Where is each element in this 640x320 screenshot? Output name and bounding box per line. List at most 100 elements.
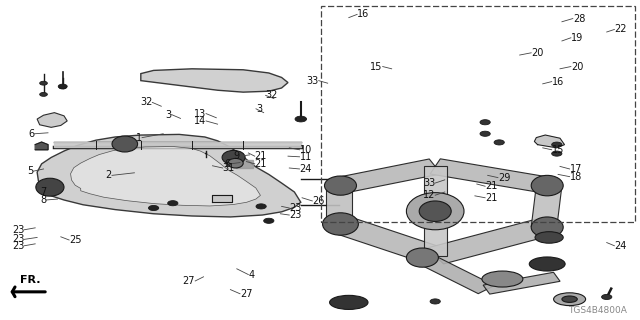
Polygon shape [414, 253, 495, 294]
Text: FR.: FR. [20, 276, 41, 285]
Ellipse shape [36, 178, 64, 196]
Text: 3: 3 [165, 109, 172, 120]
Text: 24: 24 [614, 241, 627, 251]
Text: 16: 16 [357, 9, 369, 20]
Text: 7: 7 [40, 187, 46, 197]
Polygon shape [430, 159, 554, 193]
Text: 1: 1 [136, 132, 142, 143]
Circle shape [430, 299, 440, 304]
Ellipse shape [222, 150, 245, 164]
Circle shape [40, 81, 47, 85]
Text: 12: 12 [423, 190, 435, 200]
Polygon shape [326, 186, 352, 224]
Ellipse shape [324, 176, 356, 195]
Text: 27: 27 [240, 289, 253, 299]
Text: 26: 26 [312, 196, 324, 206]
Text: 10: 10 [300, 145, 312, 155]
Circle shape [264, 218, 274, 223]
Polygon shape [427, 219, 552, 264]
Polygon shape [329, 217, 445, 263]
Circle shape [480, 131, 490, 136]
Circle shape [552, 151, 562, 156]
Ellipse shape [531, 175, 563, 196]
Circle shape [602, 294, 612, 300]
Text: 8: 8 [40, 195, 46, 205]
Text: 5: 5 [27, 166, 33, 176]
Text: 33: 33 [307, 76, 319, 86]
Polygon shape [424, 166, 447, 256]
Circle shape [59, 85, 67, 89]
Polygon shape [37, 134, 301, 217]
Circle shape [40, 92, 47, 96]
Text: 9: 9 [234, 151, 240, 161]
Ellipse shape [531, 217, 563, 237]
Text: 15: 15 [552, 145, 564, 155]
Text: 21: 21 [485, 181, 497, 191]
Ellipse shape [529, 257, 565, 271]
Text: 23: 23 [289, 203, 301, 213]
Text: 25: 25 [69, 235, 82, 245]
Polygon shape [35, 142, 48, 150]
Polygon shape [212, 195, 232, 202]
Text: 31: 31 [223, 163, 235, 173]
Text: 18: 18 [570, 172, 582, 182]
Text: 2: 2 [106, 170, 112, 180]
Text: 21: 21 [255, 159, 267, 169]
Text: 4: 4 [248, 269, 255, 280]
Text: 20: 20 [571, 61, 583, 72]
Text: 17: 17 [570, 164, 582, 174]
Text: 23: 23 [289, 210, 301, 220]
Text: 16: 16 [552, 76, 564, 87]
Ellipse shape [482, 271, 523, 287]
Ellipse shape [419, 201, 451, 221]
Text: 11: 11 [300, 152, 312, 162]
Ellipse shape [330, 295, 368, 309]
Polygon shape [333, 159, 441, 193]
Text: 28: 28 [573, 13, 585, 24]
Text: 22: 22 [614, 24, 627, 35]
Ellipse shape [112, 136, 138, 152]
Ellipse shape [228, 158, 243, 168]
Circle shape [480, 120, 490, 125]
Polygon shape [534, 135, 564, 148]
Circle shape [295, 116, 307, 122]
Circle shape [148, 205, 159, 211]
Polygon shape [70, 147, 260, 206]
Ellipse shape [406, 193, 464, 230]
Polygon shape [483, 272, 560, 294]
Polygon shape [37, 113, 67, 127]
Ellipse shape [406, 248, 438, 267]
Polygon shape [236, 160, 253, 168]
Text: 32: 32 [140, 97, 152, 108]
Text: 21: 21 [255, 151, 267, 161]
Text: 13: 13 [194, 108, 206, 119]
Circle shape [168, 201, 178, 206]
Text: 29: 29 [498, 172, 510, 183]
Text: 14: 14 [194, 116, 206, 126]
Circle shape [552, 142, 562, 147]
Text: 24: 24 [300, 164, 312, 174]
Text: 6: 6 [28, 129, 35, 139]
Ellipse shape [323, 213, 358, 235]
Text: 23: 23 [12, 225, 24, 235]
Circle shape [494, 140, 504, 145]
Text: 6: 6 [224, 159, 230, 169]
Text: 21: 21 [485, 193, 497, 203]
Text: 32: 32 [266, 90, 278, 100]
Text: 23: 23 [12, 241, 24, 251]
Circle shape [256, 204, 266, 209]
Text: TGS4B4800A: TGS4B4800A [568, 306, 627, 315]
Circle shape [58, 84, 67, 89]
Ellipse shape [535, 232, 563, 243]
Polygon shape [141, 69, 288, 92]
Text: 15: 15 [371, 61, 383, 72]
Text: 23: 23 [12, 234, 24, 244]
Text: 20: 20 [531, 48, 543, 58]
Text: 33: 33 [423, 178, 435, 188]
Text: 3: 3 [256, 104, 262, 114]
Text: 19: 19 [571, 33, 583, 43]
Ellipse shape [554, 293, 586, 306]
Text: 27: 27 [182, 276, 195, 286]
Polygon shape [531, 185, 562, 228]
Ellipse shape [562, 296, 577, 302]
